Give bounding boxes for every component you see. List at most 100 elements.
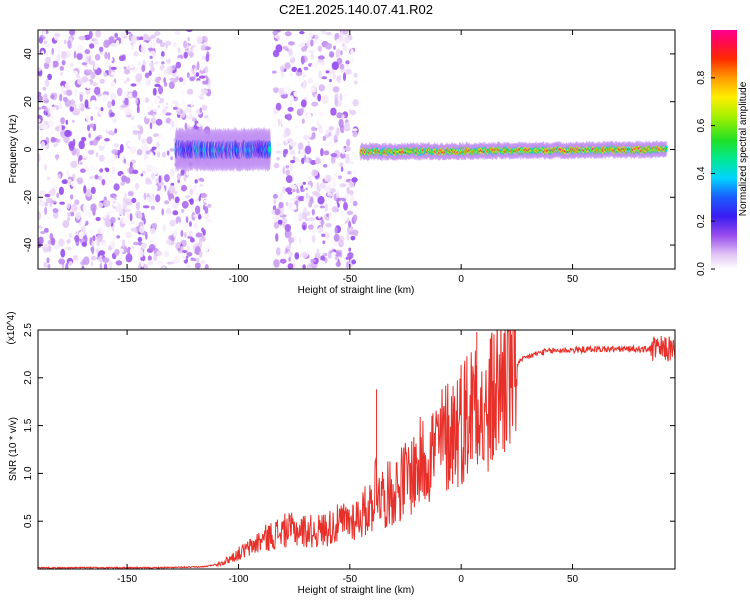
spectrogram-noise-blob <box>282 166 286 175</box>
spectrogram-noise-blob <box>321 233 326 238</box>
spectrogram-noise-blob <box>318 260 326 268</box>
spectrogram-noise-blob <box>326 174 332 183</box>
spectrogram-noise-blob <box>99 46 104 53</box>
spectrogram-noise-blob <box>285 229 292 239</box>
y-tick-label: 2.0 <box>23 370 34 384</box>
spectrogram-noise-blob <box>199 260 207 264</box>
spectrogram-noise-blob <box>38 262 41 268</box>
spectrogram-noise-blob <box>149 61 155 69</box>
spectrogram-noise-blob <box>70 180 78 188</box>
spectrogram-noise-blob <box>303 195 310 204</box>
spectrogram-band-core <box>268 145 271 153</box>
colorbar-tick-label: 0.8 <box>696 70 707 84</box>
spectrogram-noise-blob <box>185 170 190 176</box>
spectrogram-noise-blob <box>171 100 179 104</box>
spectrogram-noise-blob <box>291 66 298 72</box>
spectrogram-noise-blob <box>94 106 100 110</box>
spectrogram-noise-blob <box>115 260 123 266</box>
spectrogram-noise-blob <box>350 235 356 241</box>
spectrogram-noise-blob <box>279 210 284 216</box>
spectrogram-noise-blob <box>44 216 50 220</box>
spectrogram-noise-blob <box>198 251 203 258</box>
spectrogram-noise-blob <box>95 152 99 158</box>
spectrogram-noise-blob <box>207 203 212 208</box>
spectrogram-noise-blob <box>64 129 71 138</box>
spectrogram-noise-blob <box>272 30 278 36</box>
spectrogram-noise-blob <box>141 260 144 268</box>
spectrogram-noise-blob <box>155 250 163 257</box>
spectrogram-noise-blob <box>275 233 279 242</box>
spectrogram-noise-blob <box>170 167 175 177</box>
spectrogram-noise-blob <box>87 149 95 155</box>
spectrogram-noise-blob <box>186 72 190 78</box>
spectrogram-noise-blob <box>112 175 117 180</box>
spectrogram-noise-blob <box>313 204 319 208</box>
spectrogram-noise-blob <box>319 208 326 216</box>
spectrogram-noise-blob <box>108 65 112 74</box>
spectrogram-noise-blob <box>110 42 117 47</box>
spectrogram-noise-blob <box>143 217 146 225</box>
spectrogram-noise-blob <box>312 222 317 226</box>
spectrogram-noise-blob <box>173 30 181 36</box>
spectrogram-noise-blob <box>185 65 192 71</box>
spectrogram-noise-blob <box>343 193 349 200</box>
spectrogram-noise-blob <box>201 104 208 111</box>
spectrogram-noise-blob <box>80 225 86 234</box>
spectrogram-noise-blob <box>52 211 59 219</box>
spectrogram-noise-blob <box>302 79 308 88</box>
y-tick-label: 20 <box>23 96 34 108</box>
spectrogram-noise-blob <box>338 118 344 128</box>
spectrogram-noise-blob <box>324 202 328 212</box>
spectrogram-noise-blob <box>189 204 195 209</box>
spectrogram-noise-blob <box>96 239 100 247</box>
spectrogram-noise-blob <box>91 241 94 247</box>
spectrogram-noise-blob <box>150 117 157 125</box>
spectrogram-noise-blob <box>300 99 307 108</box>
spectrogram-noise-blob <box>183 51 188 59</box>
spectrogram-noise-blob <box>104 51 108 60</box>
spectrogram-noise-blob <box>87 212 92 219</box>
spectrogram-noise-blob <box>114 143 120 148</box>
spectrogram-noise-blob <box>58 186 64 196</box>
spectrogram-noise-blob <box>38 36 43 44</box>
spectrogram-noise-blob <box>88 222 94 227</box>
spectrogram-noise-blob <box>349 180 354 188</box>
spectrogram-noise-blob <box>157 151 161 158</box>
snr-frame <box>37 329 676 570</box>
spectrogram-noise-blob <box>338 162 344 168</box>
spectrogram-noise-blob <box>138 132 141 141</box>
spectrogram-noise-blob <box>38 211 41 221</box>
spectrogram-noise-blob <box>183 40 188 49</box>
spectrogram-noise-blob <box>66 169 69 177</box>
spectrogram-noise-blob <box>292 204 297 210</box>
spectrogram-noise-blob <box>110 216 116 224</box>
spectrogram-noise-blob <box>319 182 326 189</box>
spectrogram-noise-blob <box>308 202 313 208</box>
spectrogram-noise-blob <box>326 140 334 148</box>
spectrogram-noise-blob <box>67 216 70 222</box>
spectrogram-noise-blob <box>75 211 81 220</box>
spectrogram-noise-blob <box>118 47 121 52</box>
spectrogram-noise-blob <box>140 173 144 177</box>
spectrogram-noise-blob <box>194 262 201 269</box>
spectrogram-noise-blob <box>139 125 143 135</box>
spectrogram-noise-blob <box>152 87 157 96</box>
spectrogram-noise-blob <box>154 61 159 65</box>
spectrogram-noise-blob <box>148 70 152 76</box>
spectrogram-noise-blob <box>172 79 178 83</box>
spectrogram-noise-blob <box>350 195 354 204</box>
spectrogram-noise-blob <box>336 190 340 199</box>
spectrogram-noise-blob <box>88 60 96 65</box>
spectrogram-noise-blob <box>195 80 202 85</box>
spectrogram-noise-blob <box>124 231 132 238</box>
spectrogram-noise-blob <box>104 138 110 142</box>
spectrogram-noise-blob <box>138 113 143 118</box>
spectrogram-noise-blob <box>132 169 139 174</box>
spectrogram-noise-blob <box>110 66 117 70</box>
spectrogram-noise-blob <box>144 158 149 166</box>
spectrogram-noise-blob <box>102 211 107 219</box>
spectrogram-noise-blob <box>275 150 282 154</box>
spectrogram-noise-blob <box>103 72 108 77</box>
spectrogram-noise-blob <box>94 245 100 250</box>
spectrogram-noise-blob <box>120 181 125 186</box>
